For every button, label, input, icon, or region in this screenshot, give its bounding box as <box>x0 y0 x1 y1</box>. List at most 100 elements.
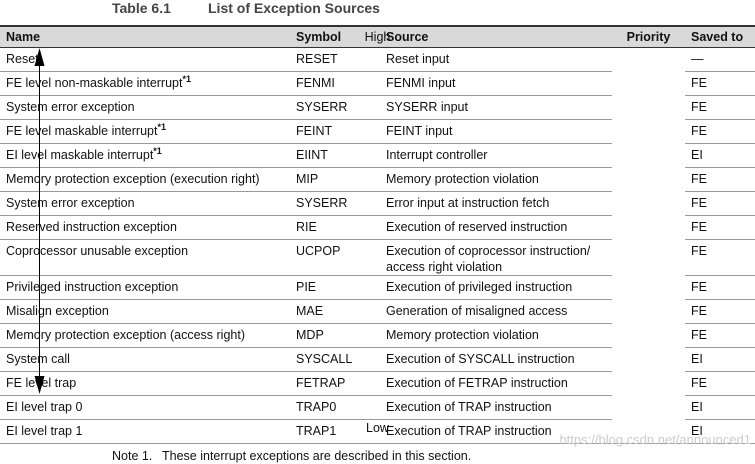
symbol-cell: MIP <box>290 167 380 192</box>
name-text: FE level maskable interrupt <box>6 124 158 138</box>
saved-cell: FE <box>685 95 755 120</box>
table-row: EI level maskable interrupt*1 EIINT Interr… <box>0 143 755 168</box>
name-text: Reset <box>6 52 39 66</box>
table-body: Reset RESET Reset input High Low — FE level n… <box>0 30 755 444</box>
footnote-ref: *1 <box>157 122 166 132</box>
symbol-cell: UCPOP <box>290 239 380 276</box>
symbol-cell: TRAP1 <box>290 419 380 444</box>
name-cell: EI level trap 1 <box>0 419 290 444</box>
source-cell: Execution of coprocessor instruction/ ac… <box>380 239 612 276</box>
column-header: Symbol <box>290 25 380 48</box>
column-header: Saved to <box>685 25 755 48</box>
table-row: EI level trap 1 TRAP1 Execution of TRAP in… <box>0 419 755 444</box>
source-cell: Reset input <box>380 47 612 72</box>
symbol-cell: FEINT <box>290 119 380 144</box>
footnote-ref: *1 <box>153 146 162 156</box>
table-row: System call SYSCALL Execution of SYSCALL i… <box>0 347 755 372</box>
name-text: FE level non-maskable interrupt <box>6 76 183 90</box>
saved-cell: FE <box>685 299 755 324</box>
source-cell: Memory protection violation <box>380 167 612 192</box>
source-cell: Execution of privileged instruction <box>380 275 612 300</box>
footnote-label: Note 1. <box>112 449 153 463</box>
table-row: FE level maskable interrupt*1 FEINT FEINT … <box>0 119 755 144</box>
name-text: System error exception <box>6 100 135 114</box>
symbol-cell: MDP <box>290 323 380 348</box>
saved-cell: EI <box>685 143 755 168</box>
header-row: Name Symbol Source Priority Saved to <box>0 25 755 48</box>
name-cell: Misalign exception <box>0 299 290 324</box>
priority-cell: High Low <box>34 30 685 444</box>
symbol-cell: TRAP0 <box>290 395 380 420</box>
table-row: Misalign exception MAE Generation of misal… <box>0 299 755 324</box>
symbol-cell: PIE <box>290 275 380 300</box>
symbol-cell: FENMI <box>290 71 380 96</box>
table-row: Reserved instruction exception RIE Executi… <box>0 215 755 240</box>
symbol-cell: SYSCALL <box>290 347 380 372</box>
source-cell: FENMI input <box>380 71 612 96</box>
symbol-cell: MAE <box>290 299 380 324</box>
saved-cell: FE <box>685 239 755 276</box>
symbol-cell: FETRAP <box>290 371 380 396</box>
name-text: EI level trap 1 <box>6 424 83 438</box>
table-row: System error exception SYSERR SYSERR input… <box>0 95 755 120</box>
name-cell: EI level maskable interrupt*1 <box>0 143 290 168</box>
table-number: Table 6.1 <box>112 0 171 16</box>
source-cell: Interrupt controller <box>380 143 612 168</box>
name-cell: Coprocessor unusable exception <box>0 239 290 276</box>
table-row: FE level non-maskable interrupt*1 FENMI FE… <box>0 71 755 96</box>
table-title: List of Exception Sources <box>208 0 380 16</box>
saved-cell: EI <box>685 395 755 420</box>
name-cell: EI level trap 0 <box>0 395 290 420</box>
name-text: Memory protection exception (access righ… <box>6 328 245 342</box>
source-cell: Execution of TRAP instruction <box>380 419 612 444</box>
name-text: System error exception <box>6 196 135 210</box>
name-cell: Privileged instruction exception <box>0 275 290 300</box>
symbol-cell: EIINT <box>290 143 380 168</box>
table-row: Memory protection exception (execution r… <box>0 167 755 192</box>
priority-arrow <box>34 48 45 394</box>
source-cell: FEINT input <box>380 119 612 144</box>
saved-cell: FE <box>685 371 755 396</box>
saved-cell: FE <box>685 167 755 192</box>
name-cell: Memory protection exception (execution r… <box>0 167 290 192</box>
name-cell: Memory protection exception (access righ… <box>0 323 290 348</box>
saved-cell: FE <box>685 71 755 96</box>
source-cell: Execution of reserved instruction <box>380 215 612 240</box>
saved-cell: FE <box>685 191 755 216</box>
column-header: Priority <box>612 25 685 48</box>
saved-cell: EI <box>685 347 755 372</box>
source-cell: Execution of TRAP instruction <box>380 395 612 420</box>
priority-high: High <box>364 30 391 44</box>
name-text: EI level trap 0 <box>6 400 83 414</box>
footnote-ref: *1 <box>182 74 191 84</box>
column-header: Source <box>380 25 612 48</box>
symbol-cell: RESET <box>290 47 380 72</box>
source-cell: Generation of misaligned access <box>380 299 612 324</box>
name-text: Privileged instruction exception <box>6 280 179 294</box>
table-row: EI level trap 0 TRAP0 Execution of TRAP in… <box>0 395 755 420</box>
table-row: Coprocessor unusable exception UCPOP Execu… <box>0 239 755 276</box>
table-row: Privileged instruction exception PIE Execu… <box>0 275 755 300</box>
footnote-text: These interrupt exceptions are described… <box>162 449 472 463</box>
column-header: Name <box>0 25 290 48</box>
name-cell: System call <box>0 347 290 372</box>
name-text: Memory protection exception (execution r… <box>6 172 260 186</box>
saved-cell: FE <box>685 323 755 348</box>
source-cell: Error input at instruction fetch <box>380 191 612 216</box>
saved-cell: EI <box>685 419 755 444</box>
priority-low: Low <box>366 420 389 435</box>
caption: Table 6.1 List of Exception Sources <box>0 0 755 20</box>
source-cell: SYSERR input <box>380 95 612 120</box>
saved-cell: FE <box>685 275 755 300</box>
name-text: Reserved instruction exception <box>6 220 177 234</box>
table-row: Reset RESET Reset input High Low — <box>0 30 755 444</box>
name-text: System call <box>6 352 70 366</box>
name-cell: Reset <box>0 47 290 72</box>
symbol-cell: RIE <box>290 215 380 240</box>
name-cell: FE level maskable interrupt*1 <box>0 119 290 144</box>
name-cell: FE level non-maskable interrupt*1 <box>0 71 290 96</box>
saved-cell: FE <box>685 215 755 240</box>
source-cell: Execution of SYSCALL instruction <box>380 347 612 372</box>
table-row: System error exception SYSERR Error input … <box>0 191 755 216</box>
